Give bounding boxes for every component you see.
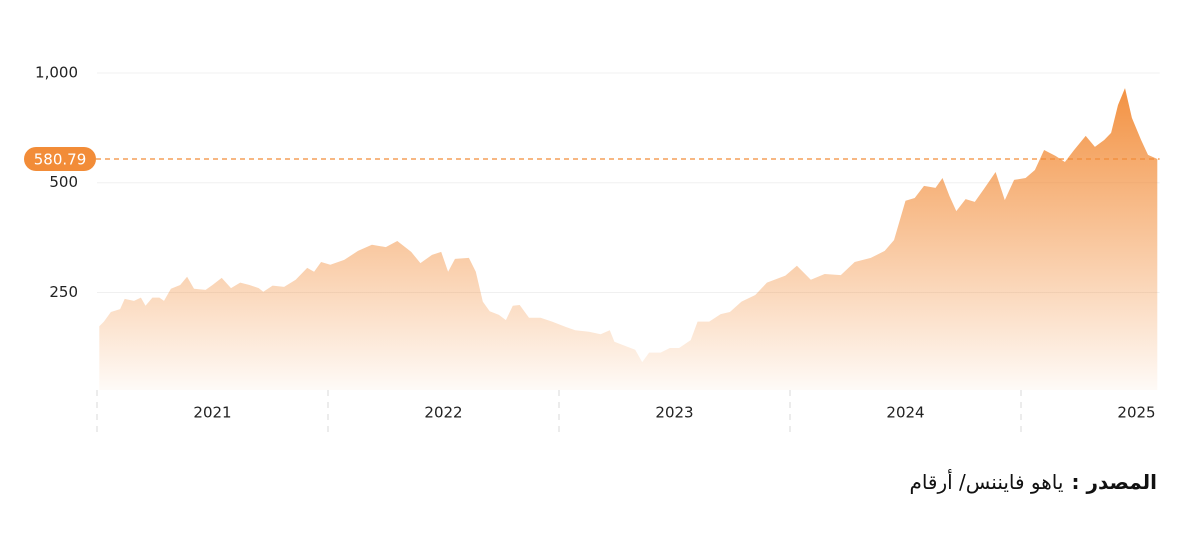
y-tick-label: 1,000	[35, 64, 78, 82]
x-tick-label: 2021	[193, 404, 231, 422]
x-tick-label: 2023	[655, 404, 693, 422]
x-tick-label: 2022	[424, 404, 462, 422]
chart: 1,000 500 250 2021 2022 2023 2024 2025 580.79	[24, 64, 1160, 432]
y-tick-label: 500	[49, 173, 78, 191]
source: ياهو فايننس/ أرقام	[909, 470, 1064, 494]
x-tick-label: 2024	[886, 404, 924, 422]
y-tick-label: 250	[49, 283, 78, 301]
source-note: المصدر : ياهو فايننس/ أرقام	[909, 470, 1157, 494]
reference-pill	[24, 147, 96, 172]
source-label: المصدر :	[1071, 470, 1157, 494]
x-tick-label: 2025	[1117, 404, 1155, 422]
reference-label: 580.79	[34, 151, 87, 169]
price-area	[99, 88, 1158, 390]
